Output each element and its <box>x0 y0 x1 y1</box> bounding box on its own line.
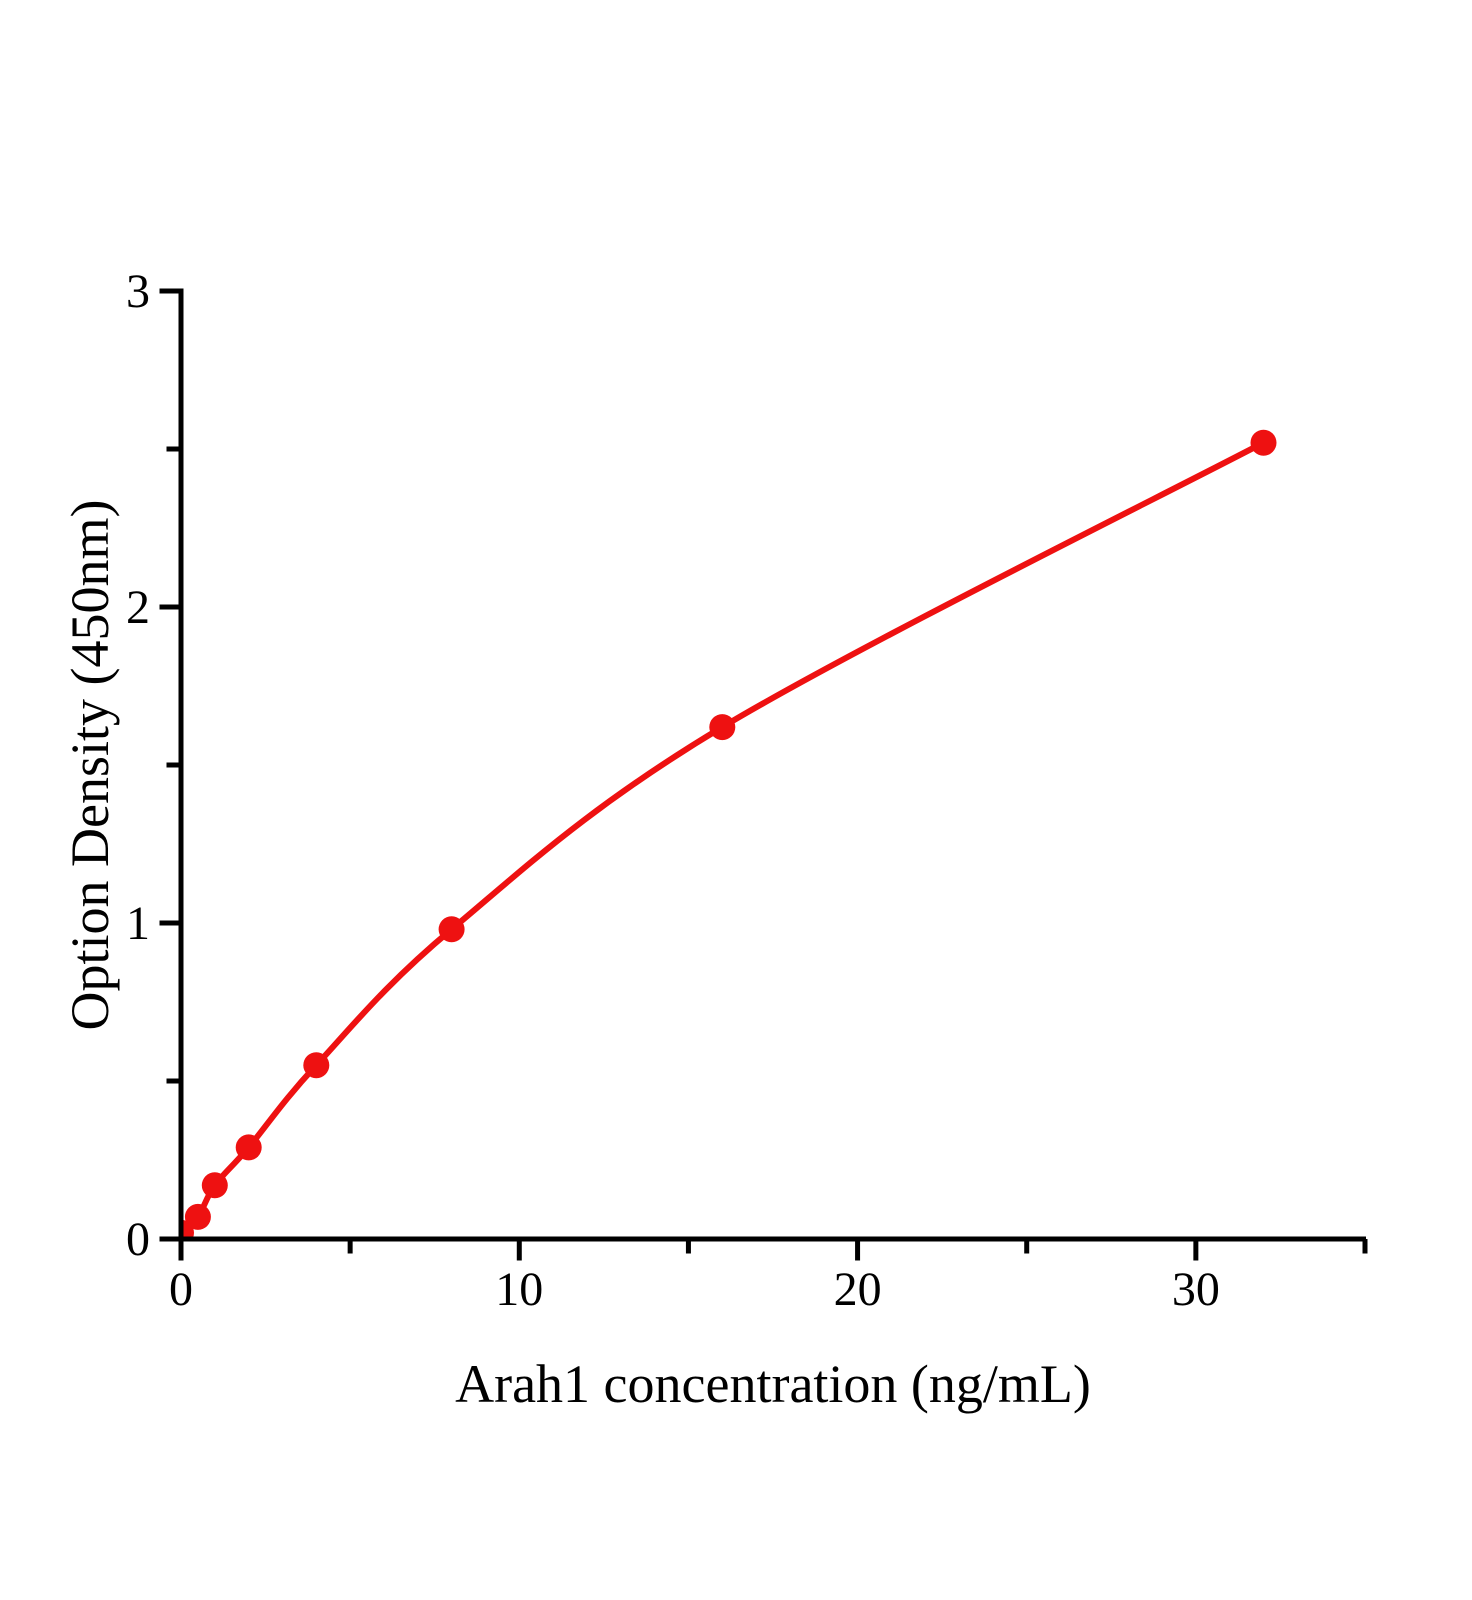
y-tick-label: 3 <box>126 265 150 318</box>
y-tick-label: 1 <box>126 897 150 950</box>
x-axis-title: Arah1 concentration (ng/mL) <box>455 1354 1091 1414</box>
data-point-marker <box>709 714 736 741</box>
data-point-marker <box>235 1134 262 1161</box>
data-point-marker <box>303 1052 330 1079</box>
data-point-marker <box>438 916 465 943</box>
curve-layer <box>181 429 1277 1239</box>
x-tick-label: 0 <box>169 1263 193 1316</box>
x-tick-label: 10 <box>495 1263 543 1316</box>
y-tick-label: 2 <box>126 581 150 634</box>
y-axis-title: Option Density (450nm) <box>60 500 120 1031</box>
y-tick-label: 0 <box>126 1213 150 1266</box>
x-tick-label: 20 <box>834 1263 882 1316</box>
axes-layer: 0 10 20 30 0 1 2 3 <box>126 265 1368 1316</box>
data-point-marker <box>1250 429 1277 456</box>
data-point-marker <box>201 1172 228 1199</box>
data-point-marker <box>184 1203 211 1230</box>
x-tick-label: 30 <box>1172 1263 1220 1316</box>
standard-curve-line <box>181 439 1267 1236</box>
